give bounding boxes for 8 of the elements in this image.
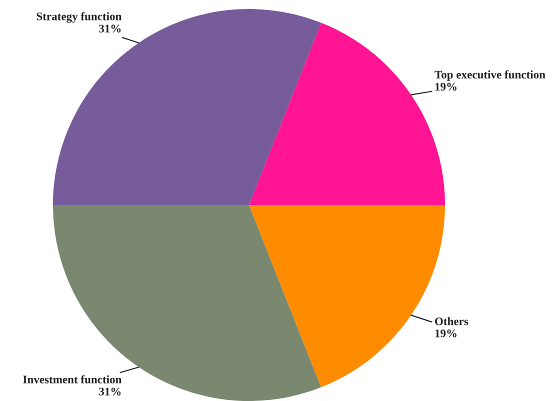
data-label: 19%: [435, 330, 456, 338]
data-label: 31%: [99, 24, 121, 32]
slice-label: Strategy function: [36, 12, 122, 23]
data-label: 31%: [99, 388, 121, 396]
slice-label: Investment function: [23, 375, 122, 384]
slice-label: Others: [435, 317, 468, 326]
data-label: 19%: [435, 82, 456, 91]
slice-label: Top executive function: [434, 70, 546, 81]
